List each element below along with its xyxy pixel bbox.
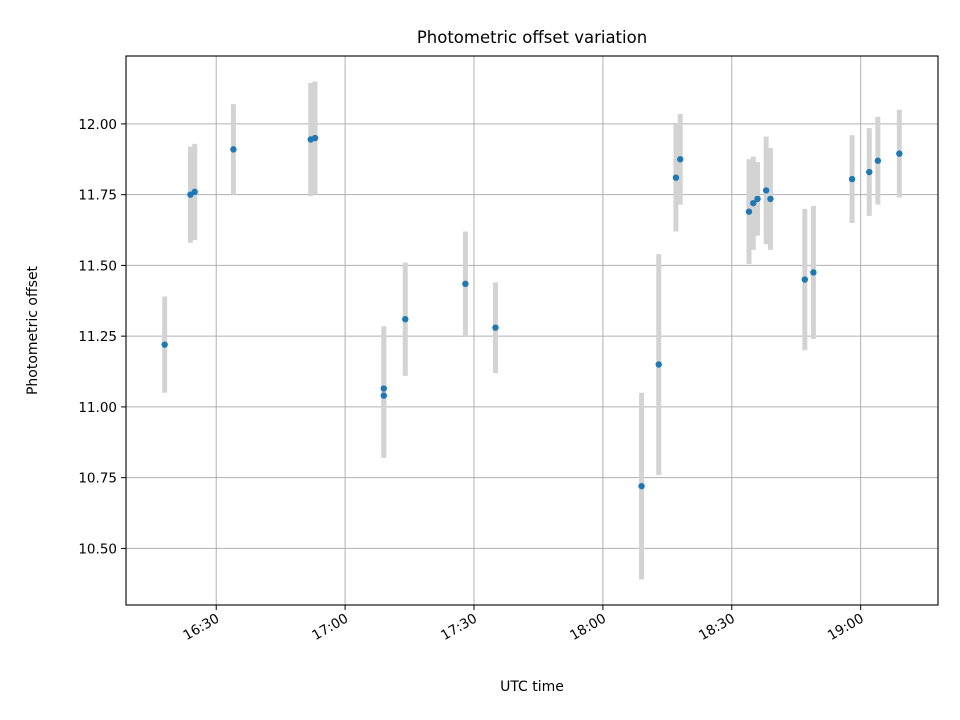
data-point (762, 187, 770, 194)
data-point (402, 315, 409, 323)
data-point (638, 482, 645, 490)
data-point (462, 280, 469, 288)
data-point (750, 199, 757, 207)
data-point (767, 195, 774, 203)
data-point (492, 324, 499, 331)
y-axis-ticks: 10.50 10.75 11.00 11.25 11.50 11.75 12.00 (78, 117, 126, 557)
data-point (655, 361, 662, 368)
chart-title: Photometric offset variation (417, 28, 647, 47)
data-point (161, 341, 168, 348)
data-point (380, 385, 387, 392)
y-tick-label: 11.50 (78, 258, 117, 274)
y-tick-label: 12.00 (78, 117, 117, 133)
plot-frame (125, 55, 939, 606)
data-point (230, 146, 237, 153)
y-tick-label: 11.25 (78, 329, 117, 345)
y-tick-label: 10.75 (78, 471, 117, 487)
y-axis-label: Photometric offset (25, 265, 41, 395)
data-point (677, 156, 684, 163)
data-point (672, 174, 680, 181)
data-point (874, 157, 882, 164)
y-tick-label: 11.00 (78, 400, 117, 416)
data-point (866, 168, 873, 176)
x-axis-label: UTC time (500, 679, 564, 695)
data-point (754, 195, 761, 203)
data-point (191, 188, 198, 196)
data-point (848, 175, 856, 183)
y-tick-label: 11.75 (78, 188, 117, 204)
data-points (161, 134, 903, 490)
data-point (801, 276, 809, 283)
data-point (896, 150, 903, 157)
y-tick-label: 10.50 (78, 541, 117, 557)
data-point (311, 134, 319, 142)
data-point (810, 269, 817, 276)
data-point (745, 208, 753, 215)
data-point (380, 392, 387, 399)
